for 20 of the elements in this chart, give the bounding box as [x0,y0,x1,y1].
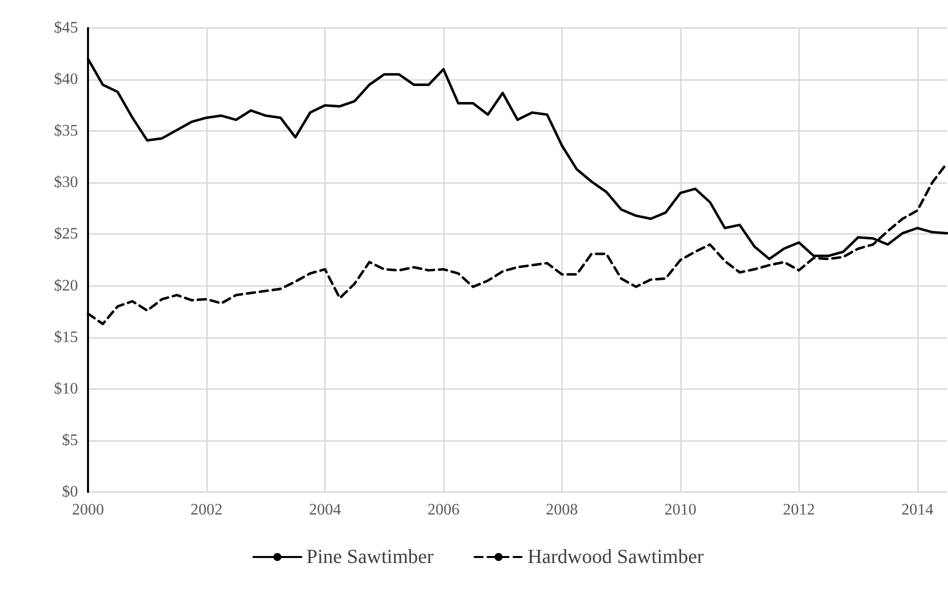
y-tick-label: $10 [54,380,78,398]
y-tick-label: $45 [54,20,78,36]
x-tick-label: 2014 [901,502,934,518]
y-tick-label: $15 [54,328,78,346]
x-tick-label: 2004 [308,502,341,518]
x-tick-label: 2000 [72,502,104,518]
y-tick-label: $35 [54,122,78,140]
x-tick-label: 2010 [664,502,696,518]
y-tick-label: $25 [54,226,78,243]
x-tick-label: 2008 [546,502,578,518]
legend-label: Pine Sawtimber [306,546,434,568]
y-tick-label: $30 [54,174,78,192]
y-tick-label: $5 [62,432,78,449]
y-tick-label: $20 [54,277,78,294]
x-tick-label: 2002 [190,502,222,518]
x-tick-label: 2012 [782,502,815,518]
y-tick-label: $0 [62,484,78,500]
y-tick-label: $40 [54,71,78,88]
x-tick-label: 2006 [427,502,460,518]
legend-label: Hardwood Sawtimber [528,546,704,568]
